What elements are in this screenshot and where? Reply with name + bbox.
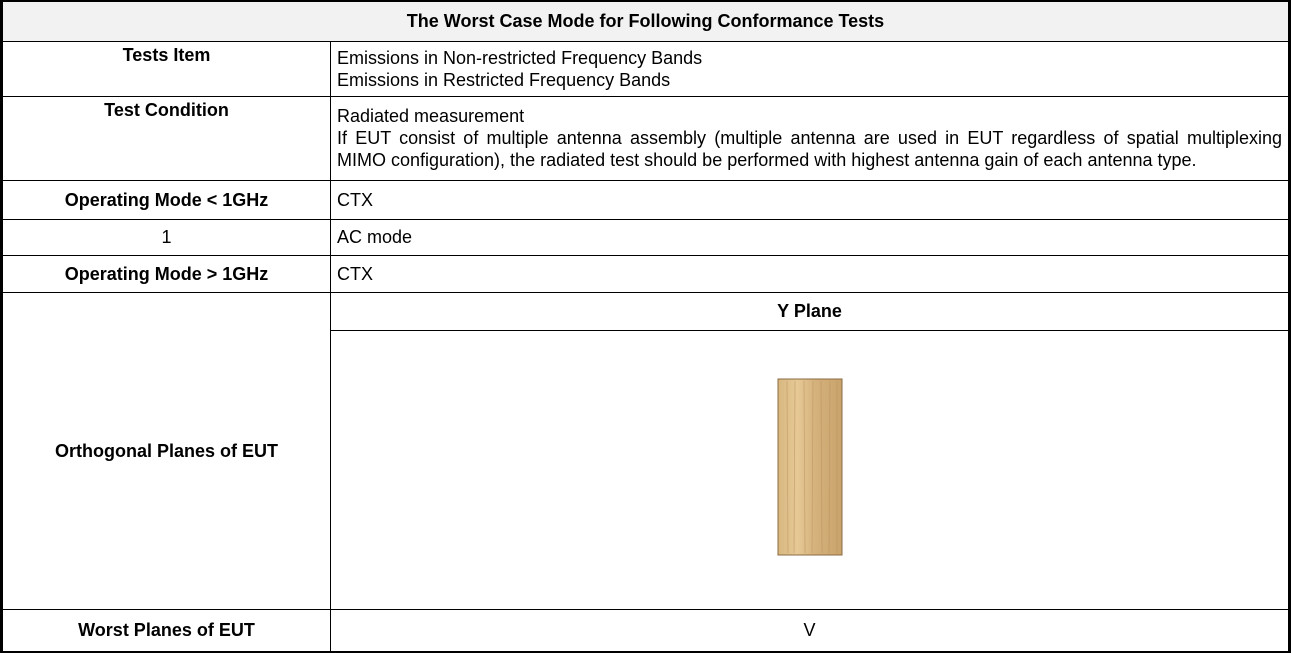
row-value: Emissions in Non-restricted Frequency Ba…: [331, 41, 1290, 96]
plane-image-cell: [331, 330, 1290, 609]
row-value: AC mode: [331, 219, 1290, 255]
row-value: CTX: [331, 180, 1290, 219]
row-label: Test Condition: [2, 96, 331, 180]
page: {"table": { "title": "The Worst Case Mod…: [0, 0, 1291, 651]
row-label: 1: [2, 219, 331, 255]
row-label: Operating Mode > 1GHz: [2, 255, 331, 292]
row-value: CTX: [331, 255, 1290, 292]
value-line: Emissions in Non-restricted Frequency Ba…: [337, 47, 1282, 69]
table-title: The Worst Case Mode for Following Confor…: [2, 1, 1290, 41]
value-line: Emissions in Restricted Frequency Bands: [337, 69, 1282, 91]
eut-board-image: [775, 377, 845, 557]
plane-header: Y Plane: [331, 292, 1290, 330]
value-line: If EUT consist of multiple antenna assem…: [337, 127, 1282, 171]
row-label: Tests Item: [2, 41, 331, 96]
worst-case-table: The Worst Case Mode for Following Confor…: [0, 0, 1291, 653]
row-value: Radiated measurement If EUT consist of m…: [331, 96, 1290, 180]
row-label: Operating Mode < 1GHz: [2, 180, 331, 219]
row-label: Orthogonal Planes of EUT: [2, 292, 331, 609]
row-value: V: [331, 609, 1290, 652]
row-label: Worst Planes of EUT: [2, 609, 331, 652]
value-line: Radiated measurement: [337, 105, 1282, 127]
